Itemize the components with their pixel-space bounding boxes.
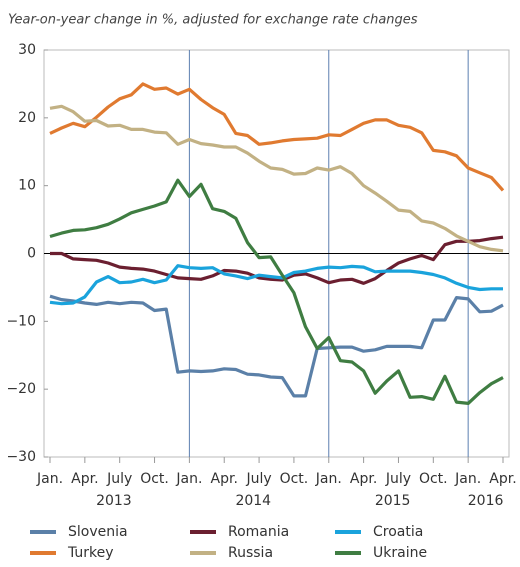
x-tick-label: Apr. [71, 471, 98, 487]
year-label: 2013 [96, 493, 132, 509]
x-tick-label: July [245, 471, 271, 487]
x-tick-label: Jan. [315, 471, 342, 487]
x-tick-label: Oct. [419, 471, 448, 487]
x-tick-label: Oct. [140, 471, 169, 487]
x-tick-label: Oct. [280, 471, 309, 487]
y-tick-label: −10 [6, 313, 36, 329]
series-line [49, 82, 505, 192]
y-tick-label: −20 [6, 381, 36, 397]
x-tick-label: July [385, 471, 411, 487]
x-tick-label: Jan. [175, 471, 202, 487]
x-tick-label: Jan. [454, 471, 481, 487]
y-tick-label: 0 [27, 246, 36, 262]
x-tick-label: Apr. [211, 471, 238, 487]
year-label: 2016 [468, 493, 504, 509]
y-tick-label: −30 [6, 449, 36, 465]
x-tick-label: Apr. [350, 471, 377, 487]
series-line [49, 104, 504, 253]
chart-subtitle: Year-on-year change in %, adjusted for e… [8, 13, 418, 28]
legend-label: Ukraine [373, 545, 427, 561]
x-tick-label: Jan. [36, 471, 63, 487]
year-label: 2014 [235, 493, 271, 509]
series-line [49, 264, 503, 306]
series-line [49, 178, 504, 405]
legend-label: Russia [228, 545, 273, 561]
y-tick-label: 10 [18, 178, 36, 194]
legend-label: Turkey [67, 545, 114, 561]
legend-label: Romania [228, 524, 289, 540]
y-tick-label: 30 [18, 42, 36, 58]
series-line [49, 294, 504, 398]
x-tick-label: July [106, 471, 132, 487]
legend-label: Slovenia [68, 524, 128, 540]
x-tick-label: Apr. [489, 471, 516, 487]
series-line [50, 235, 504, 285]
y-tick-label: 20 [18, 110, 36, 126]
legend-label: Croatia [373, 524, 423, 540]
year-label: 2015 [375, 493, 411, 509]
